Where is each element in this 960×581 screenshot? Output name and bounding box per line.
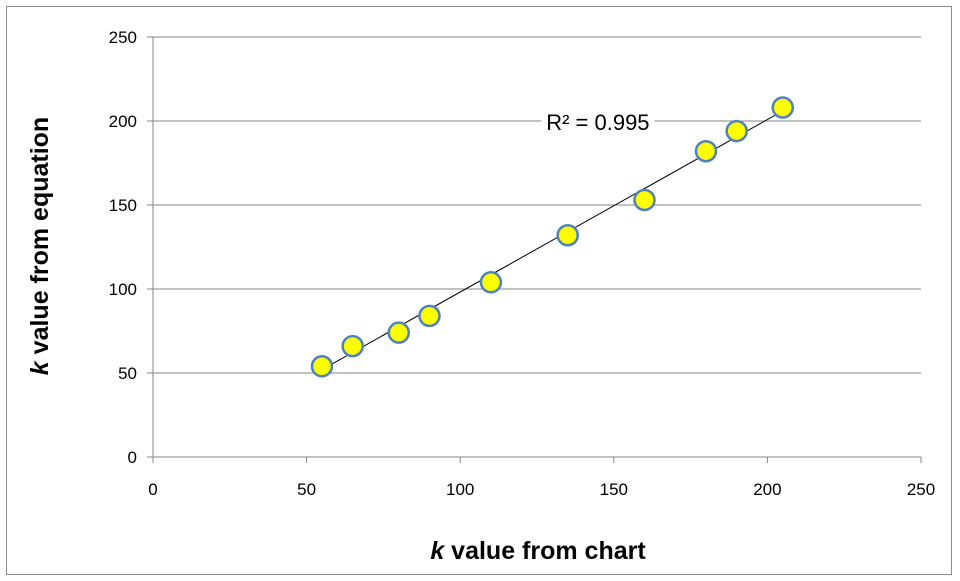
x-axis-title: k value from chart	[430, 537, 646, 565]
r-squared-label: R² = 0.995	[546, 110, 649, 135]
y-tick-label-250: 250	[109, 28, 137, 47]
data-points	[310, 96, 795, 378]
y-tick-label-100: 100	[109, 280, 137, 299]
y-axis-title: k value from equation	[26, 117, 54, 375]
x-tick-labels: 0 50 100 150 200 250	[148, 480, 935, 499]
data-point	[479, 271, 503, 294]
y-tick-label-0: 0	[128, 448, 137, 467]
data-point	[418, 304, 441, 328]
x-tick-label-50: 50	[297, 480, 316, 499]
data-point	[310, 355, 334, 378]
y-tick-label-50: 50	[118, 364, 137, 383]
x-tick-label-0: 0	[148, 480, 157, 499]
y-tick-label-200: 200	[109, 112, 137, 131]
data-point	[633, 188, 656, 212]
axes	[147, 36, 922, 463]
x-tick-label-100: 100	[446, 480, 474, 499]
chart-frame	[6, 6, 952, 575]
x-tick-label-200: 200	[753, 480, 781, 499]
annotation-group: R² = 0.995	[541, 107, 655, 137]
x-tick-label-150: 150	[600, 480, 628, 499]
data-point	[694, 139, 718, 163]
y-tick-labels: 0 50 100 150 200 250	[109, 28, 137, 467]
data-point	[341, 334, 364, 358]
y-tick-label-150: 150	[109, 196, 137, 215]
data-point	[387, 321, 411, 344]
data-point	[556, 223, 579, 247]
x-tick-label-250: 250	[907, 480, 935, 499]
data-point	[771, 96, 795, 119]
annotation-background	[541, 107, 655, 137]
data-point	[725, 119, 748, 143]
gridlines	[153, 36, 921, 374]
